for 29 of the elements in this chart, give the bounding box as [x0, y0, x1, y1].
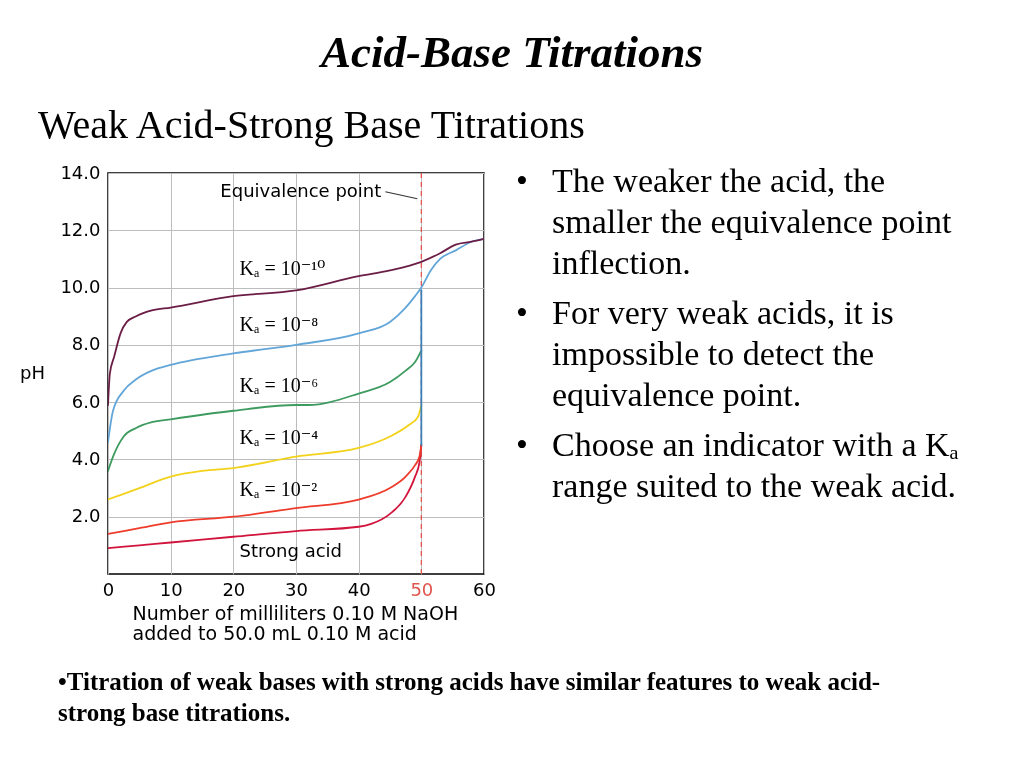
x-tick-label: 0: [102, 578, 115, 600]
x-tick-label: 30: [285, 578, 308, 600]
series-label: Kₐ = 10⁻²: [239, 477, 318, 500]
annotation: Equivalence point: [220, 179, 382, 201]
x-tick-label: 20: [222, 578, 246, 600]
series-label: Kₐ = 10⁻⁶: [239, 374, 319, 397]
series-label: Kₐ = 10⁻⁴: [239, 426, 319, 449]
x-tick-label: 40: [347, 578, 371, 600]
y-tick-label: 14.0: [60, 161, 101, 183]
text: • Choose an indicator with a Kₐ range suited to the weak acid.: [516, 425, 959, 504]
y-tick-label: 4.0: [71, 447, 101, 469]
chart-subtitle: Weak Acid-Strong Base Titrations: [38, 102, 585, 147]
series-label: Strong acid: [239, 540, 343, 562]
y-axis-title: pH: [20, 362, 45, 383]
x-tick-label: 10: [159, 578, 183, 600]
series-label: Kₐ = 10⁻¹⁰: [239, 256, 326, 279]
y-tick-label: 8.0: [71, 333, 101, 355]
text: • For very weak acids, it is impossible to detect the equivalence point.: [516, 293, 894, 413]
series-label: Kₐ = 10⁻⁸: [239, 312, 319, 335]
y-tick-label: 6.0: [71, 390, 101, 412]
x-tick-label: 60: [473, 578, 496, 600]
text: • The weaker the acid, the smaller the equivalence point inflection.: [516, 161, 952, 281]
y-tick-label: 2.0: [71, 505, 101, 527]
chart-title: Acid-Base Titrations: [317, 27, 705, 77]
x-tick-label: 50: [410, 578, 434, 600]
y-tick-label: 12.0: [60, 218, 101, 240]
text: •Titration of weak bases with strong acids have similar features to weak acid-strong base titrations.: [58, 667, 882, 728]
y-tick-label: 10.0: [60, 276, 101, 298]
x-axis-title: Number of milliliters 0.10 M NaOH added to 50.0 mL 0.10 M acid: [132, 601, 459, 644]
